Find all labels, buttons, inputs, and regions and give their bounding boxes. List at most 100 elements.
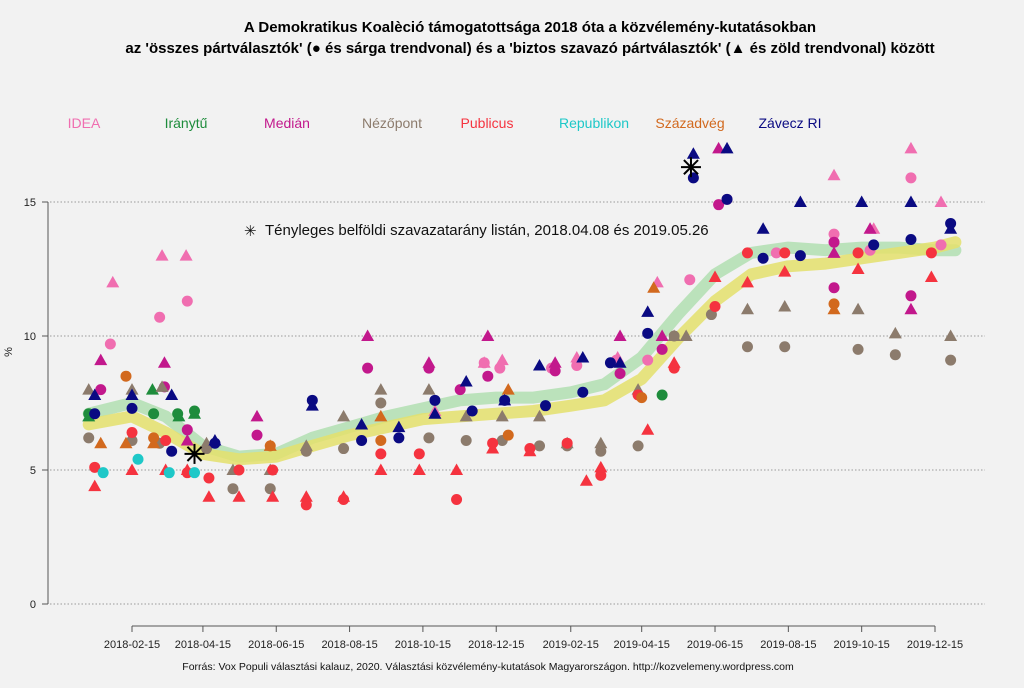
point-sure-idea: [106, 275, 120, 288]
point-all-publicus: [233, 464, 245, 476]
legend-entry: Medián: [264, 115, 310, 131]
actual-results: [184, 157, 701, 464]
y-tick-label: 10: [24, 331, 36, 343]
x-tick-label: 2019-06-15: [687, 639, 743, 651]
point-all-medin: [95, 384, 107, 396]
x-tick-label: 2018-12-15: [468, 639, 524, 651]
point-all-zveczri: [540, 400, 552, 412]
point-all-nzpont: [338, 443, 350, 455]
point-sure-zveczri: [756, 222, 770, 234]
point-sure-nzpont: [459, 409, 473, 422]
point-all-idea: [571, 359, 583, 371]
y-tick-label: 0: [30, 599, 36, 611]
legend: IDEA Iránytű Medián Nézőpont Publicus Republi…: [68, 115, 822, 131]
point-all-publicus: [89, 461, 101, 473]
point-sure-szzadvg: [94, 436, 108, 449]
point-sure-medin: [613, 329, 627, 341]
point-sure-publicus: [708, 270, 722, 283]
y-axis-label: %: [3, 347, 15, 357]
legend-entry: Századvég: [655, 115, 724, 131]
point-sure-nzpont: [337, 409, 351, 422]
point-sure-nzpont: [155, 380, 169, 392]
point-all-medin: [656, 343, 668, 355]
point-all-nzpont: [741, 341, 753, 353]
trend-line-sure: [82, 241, 962, 463]
point-sure-zveczri: [793, 195, 807, 207]
point-sure-zveczri: [533, 358, 547, 371]
point-all-zveczri: [393, 432, 405, 444]
point-all-medin: [828, 282, 840, 294]
point-all-medin: [905, 290, 917, 302]
actual-result-asterisk-icon: [186, 446, 203, 462]
point-all-publicus: [375, 448, 387, 460]
point-sure-zveczri: [641, 305, 655, 317]
point-all-nzpont: [632, 440, 644, 452]
point-sure-publicus: [924, 270, 938, 283]
point-all-idea: [181, 295, 193, 307]
point-sure-szzadvg: [119, 436, 133, 449]
point-all-idea: [154, 311, 166, 323]
point-sure-medin: [422, 356, 436, 368]
point-sure-zveczri: [613, 356, 627, 368]
point-all-medin: [454, 384, 466, 396]
point-sure-publicus: [851, 262, 865, 274]
point-sure-publicus: [641, 423, 655, 435]
point-sure-publicus: [337, 490, 351, 502]
point-all-publicus: [413, 448, 425, 460]
point-sure-publicus: [740, 275, 754, 288]
point-sure-szzadvg: [647, 281, 661, 293]
point-all-idea: [642, 354, 654, 366]
point-sure-irnyt: [82, 409, 96, 422]
point-all-medin: [251, 429, 263, 441]
point-all-zveczri: [604, 357, 616, 369]
point-sure-nzpont: [594, 436, 608, 449]
point-sure-irnyt: [172, 409, 186, 422]
point-sure-medin: [863, 222, 877, 234]
point-sure-publicus: [202, 490, 216, 502]
point-sure-publicus: [374, 463, 388, 475]
point-sure-publicus: [579, 474, 593, 486]
point-all-nzpont: [83, 432, 95, 444]
axes: 0 5 10 15 2018-02-15 2018-04-15 2018-06-15 2018…: [24, 197, 963, 651]
point-sure-publicus: [450, 463, 464, 475]
point-all-nzpont: [779, 341, 791, 353]
point-all-publicus: [852, 247, 864, 259]
point-all-idea: [770, 247, 782, 259]
point-sure-idea: [155, 249, 169, 261]
point-sure-publicus: [778, 265, 792, 277]
point-all-zveczri: [905, 234, 917, 246]
point-all-publicus: [300, 499, 312, 511]
point-all-nzpont: [460, 435, 472, 447]
point-all-nzpont: [595, 445, 607, 457]
point-all-irnyt: [656, 389, 668, 401]
point-sure-zveczri: [904, 195, 918, 207]
point-sure-zveczri: [576, 350, 590, 363]
point-sure-publicus: [88, 479, 102, 492]
point-all-publicus: [126, 426, 138, 438]
point-all-publicus: [709, 301, 721, 313]
point-all-medin: [362, 362, 374, 374]
point-sure-nzpont: [679, 329, 693, 341]
point-sure-nzpont: [778, 300, 792, 312]
point-sure-nzpont: [374, 383, 388, 395]
point-sure-publicus: [299, 490, 313, 502]
point-all-zveczri: [166, 445, 178, 457]
chart-subtitle: az 'összes pártválasztók' (● és sárga tr…: [125, 40, 934, 57]
point-sure-zveczri: [855, 195, 869, 207]
point-sure-nzpont: [851, 302, 865, 315]
point-all-idea: [935, 239, 947, 251]
point-sure-idea: [904, 141, 918, 154]
point-sure-idea: [827, 168, 841, 181]
actual-result-asterisk-icon: [683, 159, 699, 175]
point-all-idea: [104, 338, 116, 350]
point-sure-publicus: [232, 490, 246, 502]
point-sure-irnyt: [188, 407, 202, 419]
point-all-zveczri: [868, 239, 880, 251]
point-all-publicus: [741, 247, 753, 259]
point-all-medin: [482, 370, 494, 382]
point-sure-zveczri: [88, 388, 102, 400]
point-sure-idea: [495, 353, 509, 366]
point-all-szzadvg: [120, 370, 132, 382]
point-sure-medin: [180, 434, 194, 446]
point-sure-zveczri: [428, 407, 442, 419]
